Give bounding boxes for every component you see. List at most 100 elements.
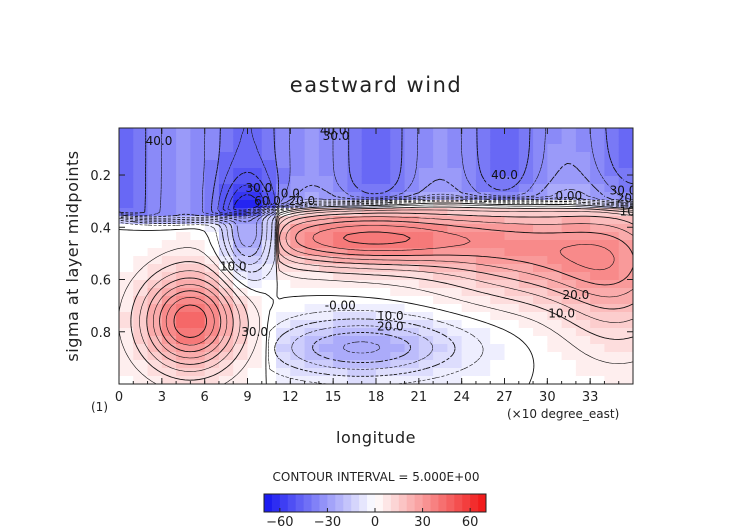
field-cell [261, 240, 277, 249]
field-cell [504, 176, 520, 185]
x-tick-label: 9 [243, 390, 251, 405]
field-cell [347, 216, 363, 225]
contour-line [227, 184, 265, 213]
field-cell [218, 368, 234, 377]
field-cell [318, 320, 334, 329]
colorbar-segment [279, 494, 289, 512]
field-cell [590, 128, 606, 137]
field-cell [276, 296, 291, 305]
field-cell [475, 160, 491, 169]
field-cell [433, 288, 448, 297]
field-cell [418, 352, 434, 361]
field-cell [604, 168, 620, 177]
field-cell [590, 336, 606, 345]
field-cell [190, 320, 206, 329]
field-cell [119, 376, 134, 384]
field-cell [518, 192, 534, 201]
field-cell [176, 208, 191, 217]
field-cell [561, 280, 577, 289]
field-cell [190, 352, 206, 361]
field-cell [218, 128, 234, 137]
field-cell [475, 280, 491, 289]
field-cell [376, 216, 391, 225]
contour-line [119, 196, 633, 363]
field-cell [318, 224, 334, 233]
field-cell [261, 200, 277, 209]
field-cell [404, 360, 420, 369]
field-cell [447, 208, 463, 217]
field-cell [518, 256, 534, 265]
field-cell [233, 176, 249, 185]
field-cell [490, 208, 506, 217]
field-cell [347, 296, 363, 305]
field-cell [475, 288, 491, 297]
field-cell [176, 144, 191, 153]
field-cell [161, 152, 177, 161]
field-cell [518, 272, 534, 281]
field-cell [176, 320, 191, 329]
field-cell [490, 216, 506, 225]
colorbar-segment [414, 494, 423, 512]
colorbar-tick-label: 30 [414, 515, 431, 530]
field-cell [475, 264, 491, 273]
field-cell [390, 128, 406, 137]
field-cell [561, 296, 577, 305]
field-cell [547, 272, 563, 281]
field-cell [433, 240, 448, 249]
field-cell [318, 280, 334, 289]
colorbar-segment [287, 494, 297, 512]
field-cell [604, 200, 620, 209]
field-cell [119, 256, 134, 265]
field-cell [261, 192, 277, 201]
field-cell [547, 360, 563, 369]
field-cell [133, 352, 149, 361]
field-cell [176, 200, 191, 209]
field-cell [618, 224, 633, 233]
field-cell [361, 208, 377, 217]
field-cell [604, 296, 620, 305]
field-cell [190, 328, 206, 337]
field-cell [119, 168, 134, 177]
field-cell [176, 336, 191, 345]
field-cell [318, 368, 334, 377]
field-cell [247, 168, 263, 177]
field-cell [276, 256, 291, 265]
contour-label: 0.0 [281, 186, 300, 200]
field-cell [161, 248, 177, 257]
field-cell [147, 184, 163, 193]
field-cell [347, 240, 363, 249]
field-cell [604, 376, 620, 384]
field-cell [418, 144, 434, 153]
field-cell [461, 288, 477, 297]
field-cell [347, 184, 363, 193]
field-cell [133, 312, 149, 321]
field-cell [533, 360, 548, 369]
field-cell [433, 256, 448, 265]
field-cell [361, 336, 377, 345]
field-cell [290, 368, 306, 377]
field-cell [418, 248, 434, 257]
field-cell [490, 224, 506, 233]
field-cell [147, 344, 163, 353]
field-cell [290, 224, 306, 233]
field-cell [518, 224, 534, 233]
contour-label: 10.0 [620, 205, 647, 219]
field-cell [418, 280, 434, 289]
contour-line [119, 128, 633, 217]
field-cell [518, 152, 534, 161]
field-cell [218, 344, 234, 353]
field-cell [533, 176, 548, 185]
field-cell [533, 320, 548, 329]
field-cell [218, 184, 234, 193]
field-cell [518, 216, 534, 225]
field-cell [119, 216, 134, 225]
field-cell [433, 208, 448, 217]
field-cell [119, 320, 134, 329]
field-cell [161, 160, 177, 169]
field-cell [233, 216, 249, 225]
field-cell [390, 296, 406, 305]
field-cell [618, 192, 633, 201]
field-cell [190, 360, 206, 369]
field-cell [475, 248, 491, 257]
field-cell [147, 240, 163, 249]
